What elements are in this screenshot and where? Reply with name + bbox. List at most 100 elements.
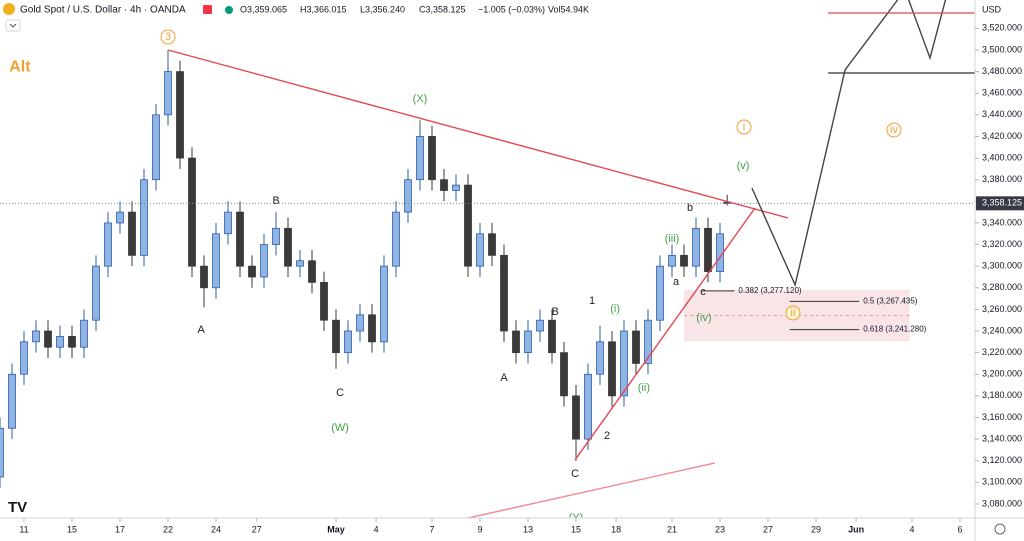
candle-body (140, 179, 148, 256)
wave-label: iv (890, 124, 898, 136)
y-tick-label: 3,520.000 (982, 23, 1022, 33)
flag-icon[interactable] (203, 5, 212, 14)
y-tick-label: 3,080.000 (982, 498, 1022, 508)
x-tick-label: 15 (571, 524, 581, 534)
y-tick-label: 3,260.000 (982, 304, 1022, 314)
wave-label: 2 (604, 430, 610, 442)
wave-label: (W) (331, 422, 349, 434)
candle-body (104, 222, 112, 267)
y-tick-label: 3,460.000 (982, 88, 1022, 98)
candle-body (416, 136, 424, 181)
ohlc-low: L3,356.240 (360, 4, 405, 14)
candle-body (284, 227, 292, 267)
wave-label: A (197, 324, 205, 336)
candle-body (452, 184, 460, 191)
candle-body (632, 330, 640, 364)
candle-body (368, 314, 376, 343)
x-tick-label: Jun (848, 524, 864, 534)
candle-body (404, 179, 412, 213)
candle-body (56, 336, 64, 348)
candle-body (476, 233, 484, 267)
settings-button[interactable] (994, 523, 1006, 535)
x-tick-label: 15 (67, 524, 77, 534)
status-dot (225, 6, 233, 14)
change: −1.005 (−0.03%) (478, 4, 545, 14)
candle-body (308, 260, 316, 283)
candle-body (44, 330, 52, 348)
logo: TV (8, 499, 27, 516)
candle-body (236, 211, 244, 267)
wave-label: C (336, 387, 344, 399)
y-tick-label: 3,400.000 (982, 152, 1022, 162)
x-tick-label: 29 (811, 524, 821, 534)
candle-body (32, 330, 40, 343)
wave-label: (Y) (569, 512, 584, 524)
candle-body (332, 319, 340, 354)
x-tick-label: 4 (374, 524, 379, 534)
candle-body (128, 211, 136, 256)
wave-label: (i) (610, 303, 620, 315)
candle-body (248, 265, 256, 278)
y-tick-label: 3,300.000 (982, 261, 1022, 271)
candle-body (572, 395, 580, 440)
wave-circle (160, 29, 176, 45)
candle-body (548, 319, 556, 354)
candle-body (0, 427, 4, 478)
wave-label: A (500, 372, 508, 384)
wave-label: C (571, 468, 579, 480)
last-price-box (976, 196, 1024, 211)
y-tick-label: 3,180.000 (982, 390, 1022, 400)
candle-body (116, 211, 124, 224)
currency: USD (982, 4, 1002, 14)
candle-body (224, 211, 232, 235)
wave-label: 3 (165, 31, 171, 43)
wave-label: 1 (589, 295, 595, 307)
candle-body (8, 373, 16, 429)
y-tick-label: 3,100.000 (982, 477, 1022, 487)
y-tick-label: 3,240.000 (982, 325, 1022, 335)
y-tick-label: 3,480.000 (982, 66, 1022, 76)
candle-body (392, 211, 400, 267)
x-tick-label: 22 (163, 524, 173, 534)
x-tick-label: 11 (19, 524, 28, 534)
x-tick-label: May (327, 524, 345, 534)
candle-body (164, 71, 172, 116)
candle-body (704, 227, 712, 272)
y-tick-label: 3,140.000 (982, 433, 1022, 443)
wave-circle (736, 119, 752, 135)
candle-body (524, 330, 532, 354)
header: Gold Spot / U.S. Dollar · 4h · OANDA O3,… (3, 3, 589, 32)
trendline (574, 207, 756, 461)
y-tick-label: 3,440.000 (982, 109, 1022, 119)
candle-body (152, 114, 160, 181)
ohlc-open: O3,359.065 (240, 4, 287, 14)
fib-label: 0.382 (3,277.120) (738, 286, 801, 295)
trendline (167, 49, 789, 219)
wave-label: (ii) (638, 382, 650, 394)
symbol: Gold Spot / U.S. Dollar · 4h · OANDA (20, 5, 186, 16)
candle-body (668, 254, 676, 267)
wave-label: i (743, 121, 745, 133)
wave-label: B (272, 195, 279, 207)
wave-label: (X) (413, 93, 428, 105)
wave-label: a (673, 276, 680, 288)
candle-body (440, 179, 448, 191)
wave-label: (iv) (696, 312, 711, 324)
candle-body (200, 265, 208, 289)
candle-body (500, 254, 508, 332)
candle-body (512, 330, 520, 354)
y-tick-label: 3,320.000 (982, 239, 1022, 249)
fib-label: 0.5 (3,267.435) (863, 296, 918, 305)
candle-body (560, 352, 568, 397)
candle-body (92, 265, 100, 321)
y-tick-label: 3,380.000 (982, 174, 1022, 184)
candle-body (488, 233, 496, 256)
y-tick-label: 3,340.000 (982, 217, 1022, 227)
fib-label: 0.618 (3,241.280) (863, 325, 926, 334)
wave-label: (iii) (665, 233, 680, 245)
x-tick-label: 6 (957, 524, 962, 534)
collapse-button[interactable] (5, 19, 21, 32)
y-tick-label: 3,160.000 (982, 412, 1022, 422)
ohlc-high: H3,366.015 (300, 4, 347, 14)
y-tick-label: 3,420.000 (982, 131, 1022, 141)
